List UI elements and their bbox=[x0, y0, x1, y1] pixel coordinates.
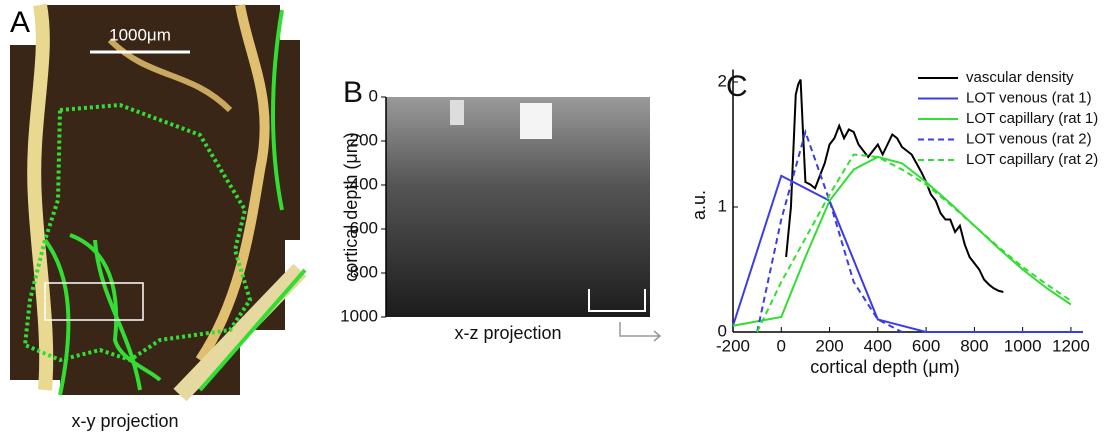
x-axis-label: cortical depth (μm) bbox=[810, 357, 959, 377]
y-tick-label: 400 bbox=[350, 174, 378, 193]
vessel bbox=[173, 263, 307, 402]
y-tick-label: 2 bbox=[718, 71, 727, 90]
x-tick-label: 1000 bbox=[1004, 336, 1042, 355]
panel-label: B bbox=[343, 76, 363, 109]
series-line bbox=[732, 174, 1083, 333]
y-tick-label: 1 bbox=[718, 196, 727, 215]
y-axis-label: a.u. bbox=[689, 190, 709, 220]
legend-label: LOT capillary (rat 2) bbox=[966, 151, 1098, 168]
x-tick-label: 600 bbox=[912, 336, 940, 355]
series-line bbox=[785, 79, 1004, 293]
x-tick-label: 1200 bbox=[1052, 336, 1090, 355]
y-tick-label: 800 bbox=[350, 262, 378, 281]
legend-label: LOT capillary (rat 1) bbox=[966, 110, 1098, 127]
bright-spot bbox=[520, 103, 552, 139]
vessel bbox=[27, 3, 54, 391]
x-tick-label: 400 bbox=[864, 336, 892, 355]
inset-box bbox=[44, 282, 144, 321]
scale-bar bbox=[588, 289, 646, 312]
panel-a: 1000μm A x-y projection bbox=[10, 3, 307, 431]
panel-label: A bbox=[10, 6, 30, 39]
arrow bbox=[619, 322, 662, 342]
x-tick-label: 800 bbox=[960, 336, 988, 355]
x-axis-label: x-z projection bbox=[454, 323, 561, 343]
bright-spot bbox=[450, 100, 464, 125]
series-line bbox=[732, 155, 1072, 327]
vessel-trace bbox=[271, 9, 284, 211]
y-tick-label: 200 bbox=[350, 130, 378, 149]
y-tick-label: 1000 bbox=[340, 306, 378, 325]
scale-bar-label: 1000μm bbox=[109, 25, 171, 44]
x-tick-label: 0 bbox=[777, 336, 786, 355]
region-outline bbox=[22, 102, 253, 363]
series-line bbox=[756, 128, 903, 333]
x-tick-label: 200 bbox=[815, 336, 843, 355]
y-axis-label: cortical depth (μm) bbox=[341, 132, 361, 281]
vessel bbox=[195, 4, 270, 363]
legend-label: LOT venous (rat 2) bbox=[966, 130, 1092, 147]
x-tick-label: -200 bbox=[716, 336, 750, 355]
y-tick-label: 0 bbox=[369, 86, 378, 105]
legend-label: LOT venous (rat 1) bbox=[966, 89, 1092, 106]
vessel-trace bbox=[198, 268, 307, 392]
legend-label: vascular density bbox=[966, 69, 1074, 86]
panel-label: C bbox=[726, 70, 748, 103]
series-line bbox=[756, 153, 1072, 333]
caption: x-y projection bbox=[71, 411, 178, 431]
y-tick-label: 600 bbox=[350, 218, 378, 237]
xz-image bbox=[386, 97, 650, 317]
y-tick-label: 0 bbox=[718, 321, 727, 340]
vessel-trace bbox=[43, 233, 162, 396]
